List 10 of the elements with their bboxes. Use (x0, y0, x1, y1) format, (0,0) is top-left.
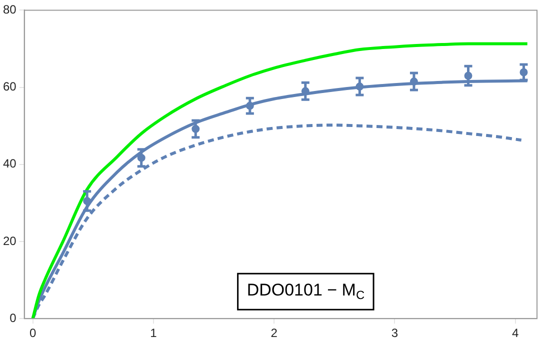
y-tick-label: 20 (2, 234, 17, 248)
y-tick-label: 60 (2, 80, 17, 94)
x-tick-label: 0 (29, 326, 36, 340)
x-tick-label: 4 (512, 326, 519, 340)
x-tick-label: 3 (391, 326, 398, 340)
y-tick-label: 40 (2, 156, 17, 171)
x-tick-label: 2 (270, 326, 278, 340)
y-tick-label: 80 (2, 2, 17, 17)
y-tick-label: 0 (10, 310, 17, 325)
x-tick-label: 1 (150, 326, 158, 340)
